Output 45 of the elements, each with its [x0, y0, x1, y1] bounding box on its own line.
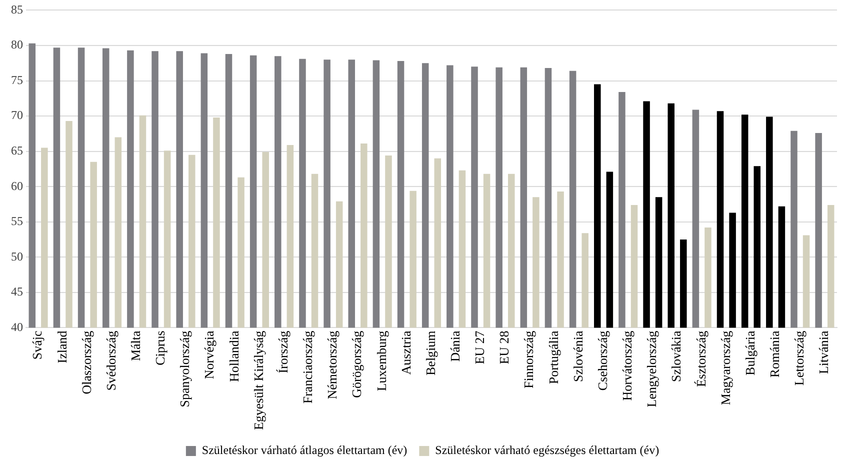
- x-tick-label: Szlovákia: [668, 330, 684, 382]
- y-tick-label: 80: [11, 38, 23, 52]
- x-tick-label: Csehország: [594, 330, 610, 391]
- y-tick-label: 65: [11, 143, 23, 158]
- x-tick-label: Franciaország: [300, 330, 316, 404]
- x-tick-label: Olaszország: [78, 330, 94, 394]
- legend-label: Születéskor várható egészséges élettartam (év): [435, 443, 660, 458]
- x-tick-label: EU 27: [472, 330, 488, 364]
- x-tick-label: Lengyelország: [644, 330, 660, 408]
- x-tick-label: Dánia: [448, 330, 462, 362]
- y-tick-label: 70: [11, 108, 23, 122]
- x-tick-label: Hollandia: [226, 330, 242, 382]
- y-tick-label: 75: [11, 72, 23, 87]
- x-tick-label: Írország: [275, 330, 290, 374]
- x-tick-label: Egyesült Királyság: [250, 330, 266, 430]
- x-tick-label: Izland: [54, 330, 70, 364]
- x-tick-label: Németország: [324, 330, 340, 400]
- legend-label: Születéskor várható átlagos élettartam (év): [202, 443, 408, 458]
- x-tick-label: Svájc: [30, 330, 45, 360]
- x-tick-label: Finnország: [521, 330, 536, 388]
- x-tick-label: Svédország: [103, 330, 118, 391]
- x-tick-label: Észtország: [693, 330, 708, 388]
- y-tick-label: 50: [11, 249, 23, 264]
- y-tick-label: 60: [11, 178, 23, 193]
- x-tick-label: Szlovénia: [570, 330, 586, 382]
- y-tick-label: 55: [11, 214, 23, 228]
- x-tick-label: Bulgária: [742, 330, 758, 376]
- x-tick-label: Luxemburg: [374, 330, 389, 392]
- x-tick-label: Lettország: [792, 330, 807, 386]
- x-tick-label: Litvánia: [816, 330, 832, 374]
- y-tick-label: 85: [11, 2, 23, 16]
- x-tick-label: Portugália: [546, 330, 561, 384]
- x-tick-label: Belgium: [422, 330, 438, 376]
- x-tick-label: Horvátország: [620, 330, 635, 401]
- x-tick-label: Magyarország: [718, 330, 733, 406]
- x-tick-label: Görögország: [349, 330, 364, 398]
- x-tick-label: EU 28: [496, 330, 512, 364]
- x-tick-label: Spanyolország: [177, 330, 192, 408]
- x-tick-label: Málta: [128, 330, 144, 362]
- y-tick-label: 40: [11, 320, 23, 334]
- y-tick-label: 45: [11, 284, 23, 299]
- x-tick-label: Ciprus: [152, 330, 168, 366]
- x-tick-label: Norvégia: [202, 330, 217, 380]
- x-tick-label: Románia: [766, 330, 782, 378]
- x-tick-label: Ausztria: [398, 330, 414, 375]
